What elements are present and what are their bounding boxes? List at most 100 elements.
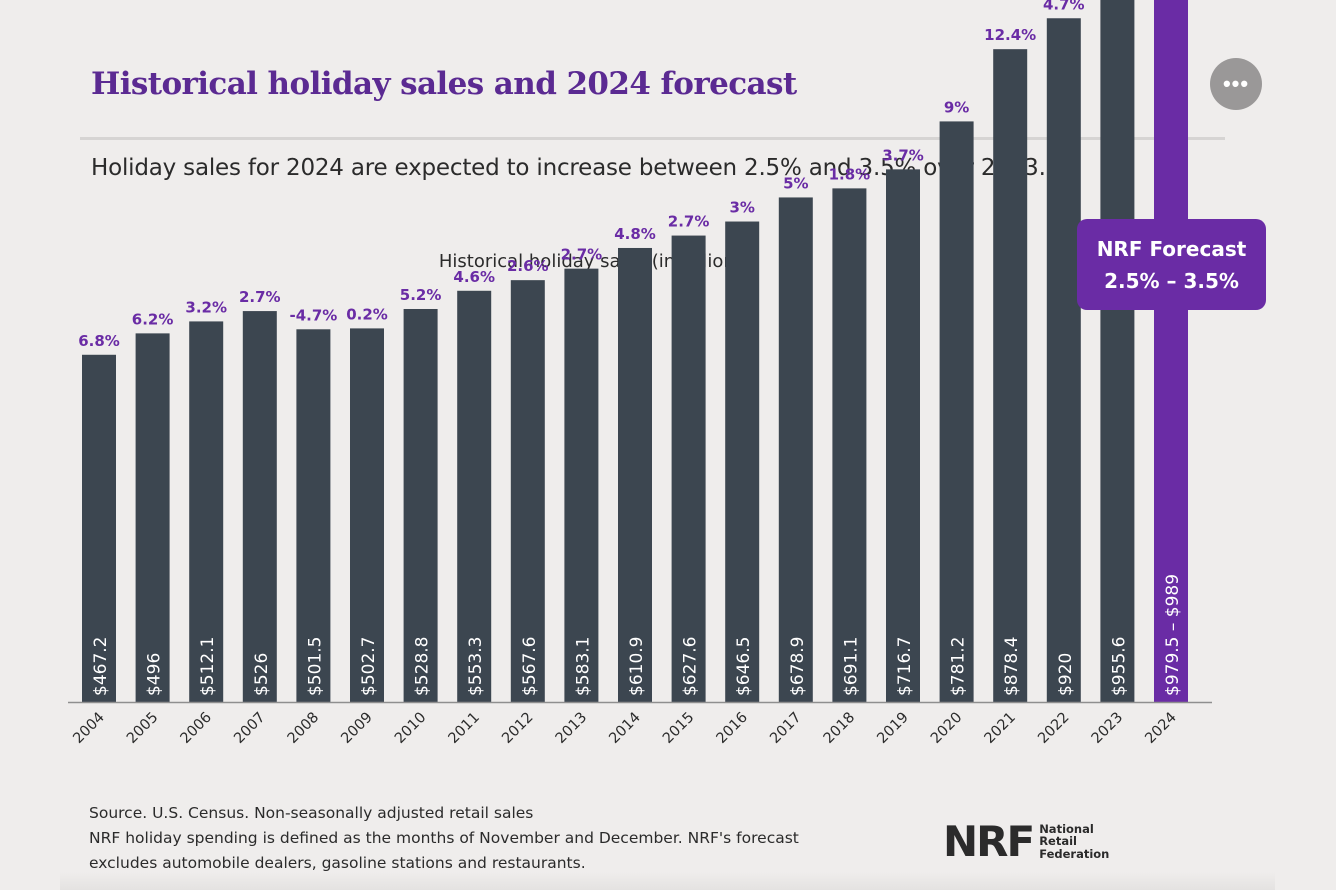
bar-2013 (564, 268, 599, 702)
value-label-2005: $496 (145, 653, 165, 696)
bar-2017 (778, 197, 813, 702)
growth-label-2011: 4.6% (453, 268, 495, 286)
bar-2016 (725, 221, 760, 703)
value-label-2009: $502.7 (359, 637, 379, 696)
tick-label-2005: 2005 (124, 710, 161, 747)
growth-label-2021: 12.4% (984, 26, 1036, 44)
logo-line-national: National (1039, 821, 1094, 836)
bar-2006 (189, 321, 224, 702)
value-label-2013: $583.1 (573, 637, 593, 696)
growth-label-2019: 3.7% (882, 146, 924, 164)
footnote-definition: NRF holiday spending is defined as the m… (89, 829, 799, 847)
bar-2005 (135, 333, 170, 702)
logo-text: National Retail Federation (1039, 823, 1109, 861)
value-label-2006: $512.1 (198, 637, 218, 696)
logo-line-federation: Federation (1039, 846, 1110, 861)
bar-2023 (1100, 0, 1135, 702)
tick-label-2015: 2015 (660, 710, 697, 747)
footnote-exclusions: excludes automobile dealers, gasoline st… (89, 854, 586, 872)
more-options-button[interactable]: ••• (1210, 58, 1262, 110)
bar-2020 (939, 121, 974, 702)
value-label-2023: $955.6 (1109, 637, 1129, 696)
tick-label-2012: 2012 (499, 710, 536, 747)
bar-2009 (350, 328, 384, 702)
bar-2014 (618, 247, 652, 702)
tick-label-2011: 2011 (446, 710, 483, 747)
value-label-2010: $528.8 (413, 637, 433, 696)
value-label-2008: $501.5 (305, 637, 325, 696)
tick-label-2020: 2020 (928, 710, 965, 747)
footnote-source: Source. U.S. Census. Non-seasonally adju… (89, 804, 534, 822)
forecast-callout-range: 2.5% – 3.5% (1104, 269, 1239, 293)
tick-label-2023: 2023 (1089, 710, 1126, 747)
tick-label-2024: 2024 (1142, 710, 1179, 747)
title-divider (80, 137, 1225, 140)
growth-label-2006: 3.2% (185, 298, 227, 316)
tick-label-2022: 2022 (1035, 710, 1072, 747)
tick-label-2019: 2019 (874, 710, 911, 747)
tick-label-2008: 2008 (285, 710, 322, 747)
growth-label-2014: 4.8% (614, 225, 656, 243)
value-label-2004: $467.2 (91, 637, 111, 696)
tick-label-2014: 2014 (606, 710, 643, 747)
tick-label-2016: 2016 (714, 710, 751, 747)
tick-label-2004: 2004 (70, 710, 107, 747)
value-label-2024: $979.5 – $989 (1163, 574, 1183, 696)
bar-2015 (671, 235, 706, 702)
bar-2022 (1046, 18, 1081, 703)
growth-label-2022: 4.7% (1043, 0, 1085, 13)
growth-label-2009: 0.2% (346, 305, 388, 323)
growth-label-2012: 2.6% (507, 257, 549, 275)
growth-label-2008: -4.7% (289, 306, 337, 324)
bottom-shade (60, 872, 1275, 890)
tick-label-2017: 2017 (767, 710, 804, 747)
tick-label-2018: 2018 (821, 710, 858, 747)
tick-label-2006: 2006 (178, 710, 215, 747)
value-label-2021: $878.4 (1002, 637, 1022, 696)
value-label-2017: $678.9 (788, 637, 808, 696)
forecast-callout: NRF Forecast 2.5% – 3.5% (1077, 219, 1266, 310)
chart-title: Historical holiday sales and 2024 foreca… (91, 66, 797, 102)
tick-label-2013: 2013 (553, 710, 590, 747)
forecast-callout-title: NRF Forecast (1096, 237, 1247, 261)
growth-label-2016: 3% (729, 199, 754, 217)
bar-2004 (82, 354, 116, 702)
growth-label-2020: 9% (944, 98, 969, 116)
growth-label-2017: 5% (783, 174, 808, 192)
value-label-2007: $526 (252, 653, 272, 696)
value-label-2020: $781.2 (949, 637, 969, 696)
value-label-2012: $567.6 (520, 637, 540, 696)
logo-line-retail: Retail (1039, 834, 1077, 849)
growth-label-2010: 5.2% (400, 286, 442, 304)
bar-2019 (886, 169, 920, 702)
growth-label-2005: 6.2% (132, 310, 174, 328)
bar-2008 (296, 329, 331, 702)
bar-2011 (457, 290, 492, 702)
tick-label-2021: 2021 (982, 710, 1019, 747)
value-label-2014: $610.9 (627, 637, 647, 696)
bar-2007 (242, 311, 277, 702)
bar-2021 (993, 49, 1028, 703)
tick-label-2007: 2007 (231, 710, 268, 747)
logo-mark: NRF (943, 817, 1035, 866)
value-label-2016: $646.5 (734, 637, 754, 696)
growth-label-2013: 2.7% (561, 246, 603, 264)
bar-2012 (510, 280, 545, 702)
bar-2018 (832, 188, 867, 702)
tick-label-2010: 2010 (392, 710, 429, 747)
value-label-2022: $920 (1056, 653, 1076, 696)
tick-label-2009: 2009 (338, 710, 375, 747)
bar-2024 (1154, 0, 1188, 702)
bar-2010 (403, 308, 438, 702)
growth-label-2018: 1.8% (829, 165, 871, 183)
value-label-2011: $553.3 (466, 637, 486, 696)
value-label-2015: $627.6 (681, 637, 701, 696)
growth-label-2015: 2.7% (668, 213, 710, 231)
more-horizontal-icon: ••• (1222, 71, 1250, 96)
growth-label-2007: 2.7% (239, 288, 281, 306)
value-label-2019: $716.7 (895, 637, 915, 696)
footnotes: Source. U.S. Census. Non-seasonally adju… (89, 801, 799, 876)
value-label-2018: $691.1 (841, 637, 861, 696)
growth-label-2004: 6.8% (78, 332, 120, 350)
